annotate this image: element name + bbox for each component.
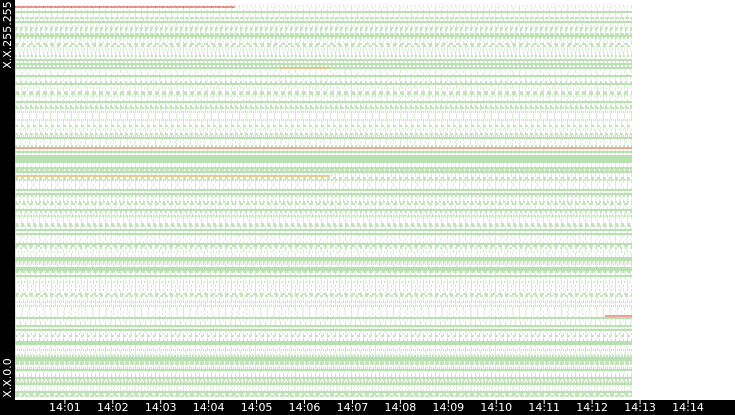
x-tick-label: 14:14 [672, 401, 704, 414]
x-tick-label: 14:10 [480, 401, 512, 414]
x-tick-label: 14:13 [624, 401, 656, 414]
x-tick-label: 14:04 [193, 401, 225, 414]
x-axis-bar [0, 400, 735, 415]
x-tick-label: 14:02 [97, 401, 129, 414]
x-tick-label: 14:01 [49, 401, 81, 414]
x-tick-label: 14:06 [289, 401, 321, 414]
y-axis-bar [0, 0, 15, 415]
plot-area [15, 5, 632, 397]
x-tick-label: 14:07 [337, 401, 369, 414]
y-label-bottom: X.X.0.0 [1, 358, 14, 398]
x-tick-label: 14:03 [145, 401, 177, 414]
x-tick-label: 14:11 [528, 401, 560, 414]
x-tick-label: 14:05 [241, 401, 273, 414]
x-tick-label: 14:12 [576, 401, 608, 414]
y-label-top: X.X.255.255 [1, 1, 14, 69]
x-tick-label: 14:08 [385, 401, 417, 414]
x-tick-label: 14:09 [432, 401, 464, 414]
